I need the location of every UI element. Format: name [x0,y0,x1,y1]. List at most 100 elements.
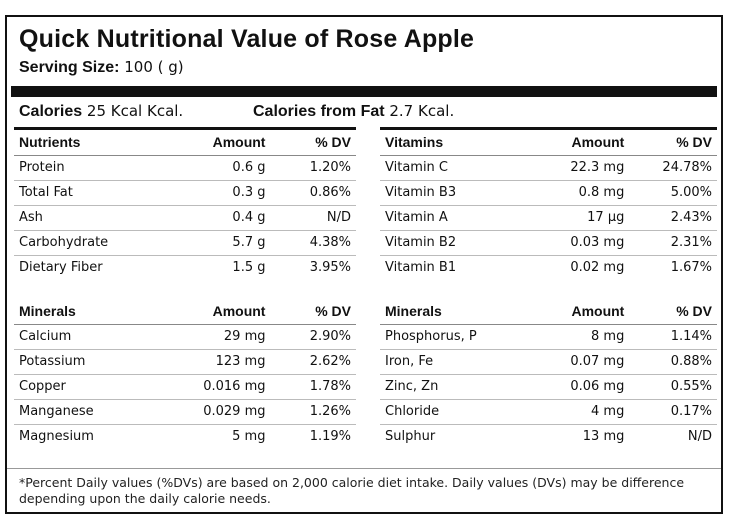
nutrient-name: Potassium [14,349,165,375]
dv-cell: 1.19% [309,429,351,445]
calories-from-fat-value: 2.7 Kcal. [389,102,455,120]
amount-cell: 0.6 g [164,155,271,181]
nutrient-name: Zinc, Zn [380,374,532,400]
page-title: Quick Nutritional Value of Rose Apple [19,25,475,53]
nutrient-name: Vitamin B1 [385,260,457,276]
amount-cell: 0.8 mg [531,180,630,206]
table-row: Ash 0.4 g N/D [14,205,356,231]
dv-cell: 2.31% [629,230,717,256]
amount-cell: 17 µg [531,205,630,231]
table-row: Magnesium 5 mg 1.19% [14,424,356,449]
serving-size-label: Serving Size: [19,59,120,76]
table-row: Calcium 29 mg 2.90% [14,324,356,350]
table-row: Copper 0.016 mg 1.78% [14,374,356,400]
dv-cell: 0.86% [270,180,356,206]
dv-cell: 5.00% [629,180,717,206]
dv-cell: 2.90% [270,324,356,350]
nutrient-name: Copper [14,374,165,400]
column-header: Vitamins [380,130,532,156]
calories-from-fat-row: Calories from Fat 2.7 Kcal. [253,102,454,121]
column-header: % DV [629,299,717,325]
dv-cell: N/D [270,205,356,231]
table-row: Dietary Fiber 1.5 g 3.95% [14,255,356,280]
column-header: % DV [629,130,717,156]
dv-cell: 1.26% [270,399,356,425]
nutrient-name: Dietary Fiber [19,260,103,276]
table-row: Vitamin C 22.3 mg 24.78% [380,155,717,181]
calories-from-fat-label: Calories from Fat [253,103,385,120]
table-row: Vitamin A 17 µg 2.43% [380,205,717,231]
nutrient-name: Iron, Fe [380,349,532,375]
dv-cell: 2.43% [629,205,717,231]
amount-cell: 4 mg [531,399,630,425]
minerals-table-left: Minerals Amount% DV Calcium 29 mg 2.90% Potas… [14,299,356,449]
amount-cell: 5 mg [232,429,266,445]
column-header: Amount [164,299,271,325]
nutrient-name: Manganese [14,399,165,425]
dv-cell: 0.88% [629,349,717,375]
divider-right [380,127,717,130]
table-row: Sulphur 13 mg N/D [380,424,717,449]
amount-cell: 0.06 mg [531,374,630,400]
calories-label: Calories [19,103,83,120]
nutrient-name: Protein [14,155,165,181]
amount-cell: 123 mg [164,349,271,375]
table-row: Total Fat 0.3 g 0.86% [14,180,356,206]
dv-cell: 3.95% [309,260,351,276]
dv-cell: 1.20% [270,155,356,181]
amount-cell: 1.5 g [232,260,266,276]
dv-cell: 1.67% [670,260,712,276]
nutrient-name: Magnesium [19,429,94,445]
nutrient-name: Ash [14,205,165,231]
amount-cell: 0.029 mg [164,399,271,425]
dv-cell: 0.17% [629,399,717,425]
amount-cell: 0.3 g [164,180,271,206]
footnote-divider [7,468,721,469]
table-row: Zinc, Zn 0.06 mg 0.55% [380,374,717,400]
nutrition-facts-panel: Quick Nutritional Value of Rose Apple Se… [5,15,723,514]
nutrient-name: Sulphur [385,429,436,445]
calories-row: Calories 25 Kcal Kcal. [19,102,183,121]
amount-cell: 0.03 mg [531,230,630,256]
dv-cell: 1.14% [629,324,717,350]
column-header: Amount [531,130,630,156]
amount-cell: 29 mg [164,324,271,350]
dv-cell: 1.78% [270,374,356,400]
column-header: % DV [270,130,356,156]
table-row: Chloride 4 mg 0.17% [380,399,717,425]
amount-cell: 13 mg [582,429,625,445]
amount-cell: 0.016 mg [164,374,271,400]
amount-cell: 22.3 mg [531,155,630,181]
serving-size-value: 100 ( g) [124,58,184,76]
dv-cell: 2.62% [270,349,356,375]
table-row: Vitamin B3 0.8 mg 5.00% [380,180,717,206]
table-row: Vitamin B2 0.03 mg 2.31% [380,230,717,256]
nutrient-name: Calcium [14,324,165,350]
nutrient-name: Vitamin B3 [380,180,532,206]
serving-size: Serving Size: 100 ( g) [19,58,184,77]
nutrient-name: Carbohydrate [14,230,165,256]
column-header: Minerals [14,299,165,325]
vitamins-table: Vitamins Amount% DV Vitamin C 22.3 mg 24.78%… [380,130,717,280]
thick-divider [11,86,717,97]
column-header: Nutrients [14,130,165,156]
column-header: Amount [164,130,271,156]
dv-cell: N/D [687,429,712,445]
dv-cell: 24.78% [629,155,717,181]
nutrient-name: Chloride [380,399,532,425]
amount-cell: 0.07 mg [531,349,630,375]
divider-left [14,127,356,130]
table-row: Vitamin B1 0.02 mg 1.67% [380,255,717,280]
table-row: Protein 0.6 g 1.20% [14,155,356,181]
footnote: *Percent Daily values (%DVs) are based o… [19,475,685,506]
table-row: Carbohydrate 5.7 g 4.38% [14,230,356,256]
nutrient-name: Phosphorus, P [380,324,532,350]
column-header: % DV [270,299,356,325]
amount-cell: 8 mg [531,324,630,350]
table-row: Iron, Fe 0.07 mg 0.88% [380,349,717,375]
amount-cell: 0.4 g [164,205,271,231]
nutrient-name: Vitamin B2 [380,230,532,256]
dv-cell: 0.55% [629,374,717,400]
